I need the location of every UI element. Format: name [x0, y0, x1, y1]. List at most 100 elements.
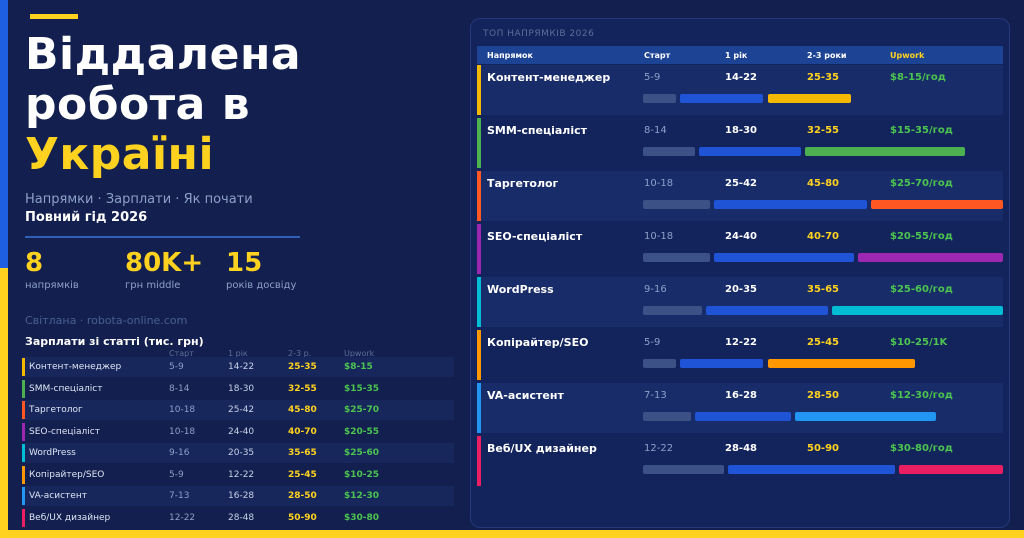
row-start: 9-16 — [169, 448, 190, 458]
row-accent — [477, 383, 481, 433]
row-start: 7-13 — [169, 491, 190, 501]
bar-2-3-years — [767, 359, 915, 368]
row-start: 5-9 — [169, 362, 184, 372]
row-accent — [22, 422, 25, 441]
row-start: 10-18 — [644, 231, 674, 242]
row-1-year: 16-28 — [228, 491, 255, 501]
title-line-2: робота в — [25, 79, 251, 130]
row-name: SEO-спеціаліст — [487, 230, 583, 243]
row-accent — [22, 444, 25, 462]
bar-2-3-years — [871, 200, 1003, 209]
row-start: 8-14 — [169, 383, 190, 394]
row-2-3-years: 32-55 — [807, 125, 839, 136]
row-upwork: $10-25 — [344, 469, 380, 480]
bar-1-year — [680, 359, 764, 368]
row-accent — [477, 224, 481, 274]
row-name: WordPress — [487, 283, 554, 296]
page-title: Віддалена робота в Україні — [25, 30, 301, 180]
row-upwork: $8-15 — [344, 362, 373, 372]
bar-start — [643, 94, 677, 103]
row-accent — [477, 171, 481, 221]
direction-row: Контент-менеджер 5-9 14-22 25-35 $8-15/год — [477, 65, 1003, 115]
row-start: 10-18 — [644, 178, 674, 189]
row-upwork: $12-30 — [344, 491, 380, 501]
bar-1-year — [706, 306, 828, 315]
row-name: Таргетолог — [29, 405, 83, 415]
row-1-year: 28-48 — [228, 512, 255, 523]
row-accent — [22, 508, 25, 527]
row-1-year: 14-22 — [228, 362, 255, 372]
bottom-accent-bar — [0, 530, 1024, 538]
row-2-3-years: 28-50 — [288, 491, 317, 501]
row-1-year: 24-40 — [725, 231, 757, 242]
row-2-3-years: 32-55 — [288, 383, 317, 394]
row-start: 8-14 — [644, 125, 667, 136]
row-start: 9-16 — [644, 284, 667, 295]
row-start: 5-9 — [644, 72, 661, 83]
header-2-3-years: 2-3 роки — [807, 51, 847, 60]
subtitle: Напрямки · Зарплати · Як почати — [25, 192, 253, 207]
row-name: Контент-менеджер — [487, 71, 611, 84]
direction-row: VA-асистент 7-13 16-28 28-50 $12-30/год — [477, 383, 1003, 433]
header-1-year: 1 рік — [725, 51, 748, 60]
header-direction: Напрямок — [487, 51, 533, 60]
row-1-year: 25-42 — [725, 178, 757, 189]
table-row: WordPress 9-16 20-35 35-65 $25-60 — [22, 443, 454, 463]
top-directions-panel: ТОП НАПРЯМКІВ 2026 Напрямок Старт 1 рік … — [470, 18, 1010, 528]
table-row: SMM-спеціаліст 8-14 18-30 32-55 $15-35 — [22, 379, 454, 399]
direction-row: SMM-спеціаліст 8-14 18-30 32-55 $15-35/год — [477, 118, 1003, 168]
bar-start — [643, 306, 703, 315]
table-row: Веб/UX дизайнер 12-22 28-48 50-90 $30-80 — [22, 508, 454, 528]
direction-row: Веб/UX дизайнер 12-22 28-48 50-90 $30-80/год — [477, 436, 1003, 486]
divider — [25, 236, 300, 238]
header-start: Старт — [644, 51, 671, 60]
row-2-3-years: 25-45 — [807, 337, 839, 348]
title-line-1: Віддалена — [25, 29, 302, 80]
header-start: Старт — [169, 349, 194, 358]
row-upwork: $10-25/1K — [890, 337, 948, 348]
header-upwork: Upwork — [344, 349, 375, 358]
row-start: 10-18 — [169, 405, 196, 415]
row-accent — [22, 465, 25, 484]
row-accent — [477, 330, 481, 380]
row-name: Копірайтер/SEO — [29, 469, 105, 480]
bar-start — [643, 412, 692, 421]
row-start: 12-22 — [644, 443, 674, 454]
row-1-year: 24-40 — [228, 426, 255, 437]
row-accent — [477, 118, 481, 168]
bar-1-year — [728, 465, 895, 474]
table-row: VA-асистент 7-13 16-28 28-50 $12-30 — [22, 486, 454, 506]
stat-value: 8 — [25, 248, 44, 278]
row-upwork: $25-60/год — [890, 284, 953, 295]
row-upwork: $30-80 — [344, 512, 380, 523]
row-start: 12-22 — [169, 512, 196, 523]
bar-1-year — [698, 147, 802, 156]
guide-label: Повний гід 2026 — [25, 210, 148, 225]
stat-value: 80K+ — [125, 248, 204, 278]
bar-2-3-years — [795, 412, 936, 421]
header-upwork: Upwork — [890, 51, 925, 60]
row-name: VA-асистент — [487, 389, 564, 402]
row-1-year: 25-42 — [228, 405, 255, 415]
table-row: Копірайтер/SEO 5-9 12-22 25-45 $10-25 — [22, 465, 454, 485]
row-1-year: 18-30 — [228, 383, 255, 394]
bar-2-3-years — [767, 94, 851, 103]
row-1-year: 28-48 — [725, 443, 757, 454]
bar-1-year — [695, 412, 792, 421]
row-start: 5-9 — [169, 469, 184, 480]
stat-directions: 8 напрямків — [25, 248, 79, 291]
row-name: SMM-спеціаліст — [487, 124, 588, 137]
row-upwork: $8-15/год — [890, 72, 946, 83]
bar-start — [643, 253, 710, 262]
panel-table-header: Напрямок Старт 1 рік 2-3 роки Upwork — [477, 46, 1003, 64]
flag-stripe-blue — [0, 0, 8, 268]
row-upwork: $20-55/год — [890, 231, 953, 242]
row-1-year: 20-35 — [228, 448, 255, 458]
bar-1-year — [713, 253, 855, 262]
row-1-year: 18-30 — [725, 125, 757, 136]
row-upwork: $25-60 — [344, 448, 380, 458]
bar-start — [643, 465, 725, 474]
row-2-3-years: 50-90 — [288, 512, 317, 523]
author-credit: Світлана · robota-online.com — [25, 314, 188, 327]
row-accent — [477, 65, 481, 115]
